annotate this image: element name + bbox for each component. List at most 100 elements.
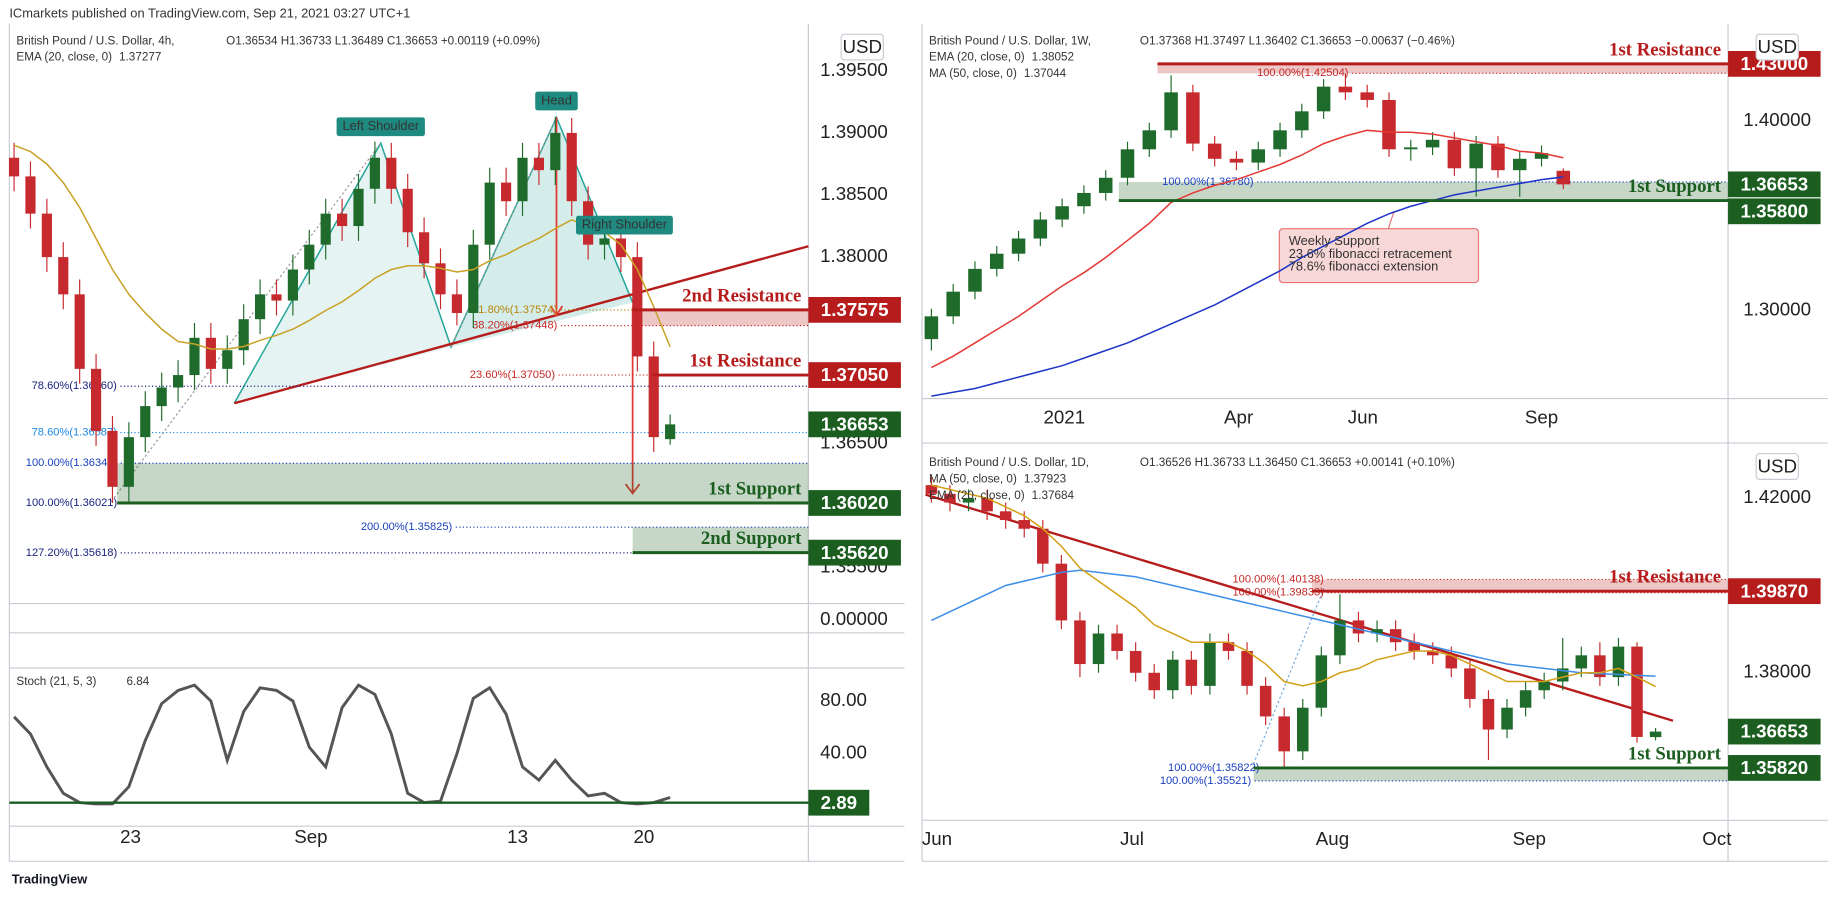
callout-text: 23.6% fibonacci retracement: [1289, 246, 1453, 261]
fib-label: 200.00%(1.35825): [361, 521, 453, 533]
y-tick-label: 1.38000: [820, 245, 888, 266]
y-tick-label: 1.38500: [820, 183, 888, 204]
price-box-label: 1.35800: [1740, 200, 1808, 221]
legend-name: MA (50, close, 0): [929, 472, 1017, 485]
callout-text: Weekly Support: [1289, 233, 1380, 248]
candle-body: [1229, 158, 1244, 163]
candle-body: [1338, 86, 1353, 93]
candle-body: [287, 269, 298, 301]
legend-name: EMA (20, close, 0): [929, 489, 1025, 502]
candle-body: [1098, 177, 1113, 193]
candle-body: [1445, 655, 1458, 669]
zone: [632, 309, 809, 326]
fib-label: 100.00%(1.35521): [1160, 775, 1252, 787]
candle-body: [1259, 685, 1272, 717]
candle-body: [1631, 646, 1643, 737]
pattern-tag: Head: [541, 92, 572, 107]
legend-title: Stoch (21, 5, 3): [16, 675, 96, 688]
candle-body: [1074, 620, 1086, 665]
callout-text: 78.6% fibonacci extension: [1289, 259, 1439, 274]
level-name: 2nd Resistance: [682, 285, 801, 306]
price-box: [1728, 755, 1821, 781]
candle-body: [1204, 642, 1216, 686]
pattern-tag: Right Shoulder: [582, 217, 668, 232]
fib-label: 23.60%(1.37050): [470, 369, 556, 381]
candle-body: [1649, 731, 1662, 738]
fib-label: 100.00%(1.35822): [1168, 762, 1260, 774]
legend-title: British Pound / U.S. Dollar, 4h,: [16, 34, 174, 47]
x-tick-label: Aug: [1316, 828, 1349, 849]
level-name: 1st Support: [1628, 176, 1722, 197]
level-name: 1st Resistance: [1609, 567, 1721, 588]
candle-body: [1055, 206, 1069, 220]
candle-body: [123, 437, 134, 487]
candle-body: [304, 244, 315, 270]
candle-body: [1164, 92, 1178, 131]
candle-body: [156, 387, 167, 407]
candle-body: [925, 485, 938, 494]
candle-body: [615, 238, 627, 258]
price-box: [808, 411, 901, 438]
candle-body: [1186, 92, 1200, 144]
fib-label: 100.00%(1.36340): [26, 457, 118, 469]
candle-body: [74, 294, 85, 369]
candle-body: [1055, 563, 1068, 621]
candle-body: [1120, 149, 1135, 178]
x-tick-label: Apr: [1224, 406, 1253, 427]
zone: [632, 527, 809, 553]
candle-body: [451, 294, 462, 313]
legend-name: EMA (20, close, 0): [16, 51, 112, 64]
unit-box: [1755, 453, 1799, 480]
candle-body: [386, 157, 397, 189]
candle-body: [1612, 646, 1625, 678]
legend-ohlc: O1.36534 H1.36733 L1.36489 C1.36653 +0.0…: [226, 34, 540, 47]
level-name: 1st Resistance: [689, 350, 801, 371]
x-tick-label: 2021: [1043, 406, 1085, 427]
fib-label: 100.00%(1.36021): [26, 497, 118, 509]
legend-name: EMA (20, close, 0): [929, 51, 1025, 64]
unit-label: USD: [1757, 456, 1797, 477]
candle-body: [1469, 143, 1483, 169]
candle-body: [1534, 153, 1549, 159]
candle-body: [968, 268, 982, 292]
legend-value: 6.84: [127, 675, 150, 688]
price-box-label: 1.36020: [821, 492, 889, 513]
candle-body: [1018, 520, 1030, 529]
candle-body: [501, 182, 512, 202]
candle-body: [8, 157, 20, 177]
price-box: [808, 362, 901, 388]
legend-value: 1.37044: [1024, 67, 1067, 80]
level-name: 1st Support: [1628, 743, 1722, 764]
candle-body: [1148, 672, 1160, 691]
legend-name: MA (50, close, 0): [929, 67, 1017, 80]
candle-body: [353, 188, 364, 227]
candle-body: [1251, 149, 1266, 163]
x-tick-label: Sep: [1525, 406, 1558, 427]
pattern-tag-bg: [336, 117, 425, 137]
price-box-label: 1.37575: [821, 299, 889, 320]
candle-body: [981, 498, 993, 512]
zone: [1312, 579, 1729, 592]
x-tick-label: Jun: [922, 828, 952, 849]
candle-body: [58, 257, 69, 295]
price-box: [1728, 198, 1821, 225]
y-tick-label: 1.38000: [1743, 661, 1811, 682]
price-box: [808, 490, 901, 516]
pattern-tag-bg: [535, 91, 578, 111]
candle-body: [1185, 659, 1198, 686]
candle-body: [1464, 668, 1476, 699]
pane-borders: [8, 23, 1828, 862]
candle-body: [25, 176, 36, 214]
candle-body: [1447, 139, 1462, 169]
candle-body: [665, 424, 676, 440]
candle-body: [1092, 633, 1105, 665]
level-name: 2nd Support: [701, 528, 802, 549]
candle-body: [1519, 690, 1532, 708]
x-tick-label: Oct: [1702, 828, 1732, 849]
candle-body: [90, 368, 102, 431]
candle-body: [435, 263, 446, 295]
price-box-label: 1.36653: [1740, 721, 1808, 742]
indicator-line: [13, 683, 671, 806]
